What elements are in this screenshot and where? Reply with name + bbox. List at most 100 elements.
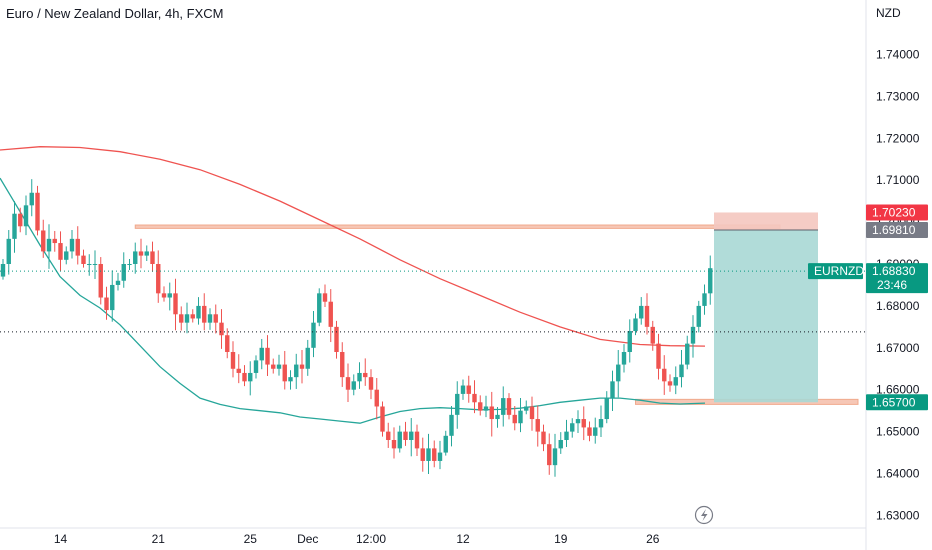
- candle-body: [104, 297, 109, 311]
- replay-lightning-icon[interactable]: [694, 505, 714, 525]
- candle-body: [564, 431, 569, 440]
- price-tick-label: 1.68000: [876, 299, 920, 313]
- target-price-tag: 1.65700: [872, 395, 916, 409]
- candle-body: [598, 419, 604, 428]
- price-tick-label: 1.71000: [876, 173, 920, 187]
- candle-body: [524, 406, 529, 411]
- candle-body: [449, 414, 454, 436]
- candle-body: [368, 377, 374, 390]
- candle-body: [656, 343, 661, 369]
- symbol-tag: EURNZD: [814, 264, 864, 278]
- candle-body: [593, 427, 598, 436]
- candle-body: [18, 213, 23, 227]
- candle-body: [501, 398, 506, 415]
- candle-body: [391, 440, 397, 449]
- short-position-tool[interactable]: [714, 212, 818, 403]
- candle-body: [351, 381, 356, 390]
- candle-body: [409, 431, 414, 440]
- candle-body: [610, 381, 615, 399]
- candle-body: [207, 314, 213, 323]
- candle-body: [662, 368, 667, 382]
- candle-body: [552, 448, 558, 466]
- candle-body: [673, 377, 678, 386]
- candle-body: [650, 326, 655, 344]
- candle-body: [46, 238, 52, 252]
- candle-body: [357, 372, 362, 382]
- candle-body: [121, 264, 126, 281]
- candle-body: [529, 406, 535, 420]
- candles-layer: [0, 179, 713, 477]
- candle-body: [512, 414, 517, 424]
- candle-body: [340, 352, 345, 378]
- candle-body: [708, 268, 713, 294]
- candle-body: [75, 238, 80, 256]
- candle-body: [483, 406, 489, 411]
- candle-body: [202, 305, 207, 323]
- currency-label: NZD: [876, 6, 901, 20]
- candle-body: [616, 364, 621, 382]
- candle-body: [98, 264, 103, 298]
- candle-body: [225, 335, 230, 352]
- time-axis[interactable]: 14 21 25 Dec 12:00 12 19 26: [54, 532, 660, 546]
- candle-body: [248, 372, 253, 382]
- candle-body: [702, 293, 707, 306]
- candle-body: [196, 305, 201, 319]
- moving-averages-layer: [0, 146, 706, 424]
- candle-body: [311, 322, 316, 348]
- candle-body: [213, 314, 218, 323]
- candle-body: [460, 385, 466, 394]
- candle-body: [6, 238, 11, 264]
- candle-body: [299, 364, 305, 369]
- candle-body: [156, 264, 161, 294]
- candle-body: [472, 393, 477, 403]
- price-tick-label: 1.65000: [876, 425, 920, 439]
- candle-body: [345, 377, 351, 390]
- candle-body: [363, 372, 368, 378]
- stop-price-tag: 1.70230: [872, 205, 916, 219]
- candle-body: [242, 372, 247, 382]
- candle-body: [403, 431, 408, 440]
- candle-body: [685, 343, 690, 365]
- candle-body: [317, 293, 322, 323]
- candle-body: [667, 381, 673, 386]
- resistance-zone: [134, 224, 781, 229]
- dotted-levels-layer: [0, 270, 866, 333]
- last-price-tag: 1.68830: [872, 264, 916, 278]
- candle-body: [334, 326, 339, 352]
- target-price-tag-bg: [866, 394, 928, 411]
- candle-body: [276, 364, 282, 369]
- candle-body: [144, 251, 149, 256]
- price-tick-label: 1.74000: [876, 48, 920, 62]
- candle-body: [138, 251, 144, 256]
- price-tick-label: 1.67000: [876, 341, 920, 355]
- candle-body: [305, 347, 310, 369]
- candle-body: [386, 431, 391, 440]
- stop-loss-area: [714, 212, 818, 231]
- candle-body: [41, 230, 46, 252]
- candle-body: [374, 389, 379, 407]
- candle-body: [322, 293, 328, 302]
- candle-body: [639, 305, 644, 319]
- candle-body: [506, 398, 512, 415]
- candle-body: [489, 406, 494, 420]
- candle-body: [190, 314, 195, 319]
- chart-title: Euro / New Zealand Dollar, 4h, FXCM: [6, 6, 224, 21]
- candle-body: [133, 251, 138, 264]
- candle-body: [696, 305, 701, 327]
- candle-body: [29, 192, 34, 206]
- candle-body: [161, 293, 167, 298]
- candle-body: [173, 293, 178, 315]
- candle-body: [81, 255, 86, 264]
- last-price-tag-bg: [866, 263, 928, 294]
- take-profit-area: [714, 230, 818, 403]
- symbol-tag-bg: [808, 263, 863, 280]
- time-tick-label: Dec: [297, 532, 318, 546]
- slow-moving-average-line: [0, 146, 706, 347]
- candle-body: [282, 364, 287, 382]
- candle-body: [150, 251, 155, 264]
- candle-body: [179, 314, 184, 323]
- time-tick-label: 25: [244, 532, 258, 546]
- time-tick-label: 14: [54, 532, 68, 546]
- candle-body: [690, 326, 696, 344]
